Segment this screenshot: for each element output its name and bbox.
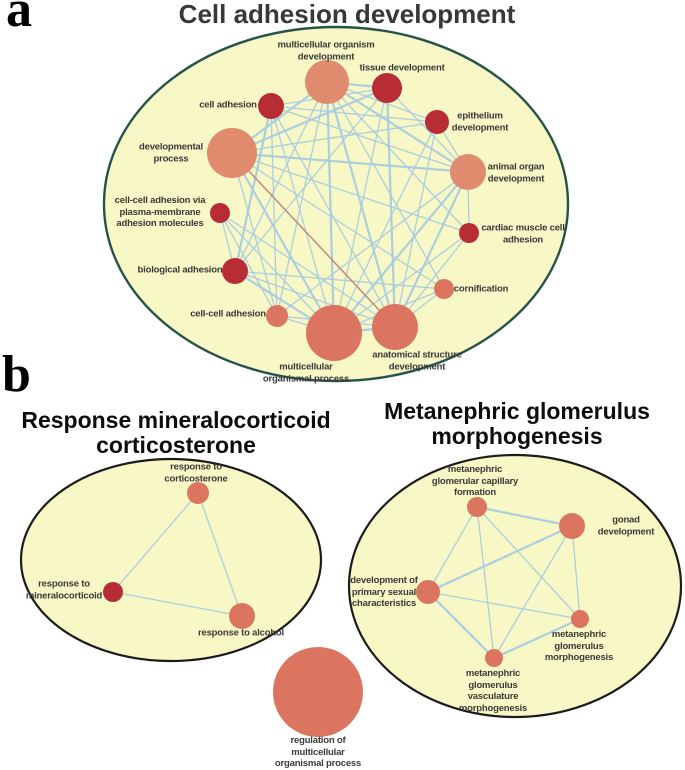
edge-metanephric-glomerular-capillary-formation--metanephric-glomerulus-vasculature-morphogenesis (476, 506, 495, 659)
edge-cell-adhesion--anatomical-structure-development (270, 105, 396, 328)
edge-epithelium-development--developmental-process (231, 121, 438, 154)
node-anatomical-structure-development (372, 304, 418, 350)
edge-multicellular-organism-development--biological-adhesion (234, 81, 328, 272)
edge-multicellular-organism-development--animal-organ-development (326, 81, 469, 173)
edge-epithelium-development--anatomical-structure-development (394, 121, 438, 328)
cluster-ellipse-metanephric-glomerulus-morphogenesis (347, 453, 683, 719)
edge-developmental-process--anatomical-structure-development (231, 152, 396, 328)
edge-response-to-corticosterone--response-to-alcohol (197, 492, 243, 617)
edge-animal-organ-development--anatomical-structure-development (394, 171, 469, 328)
edge-developmental-process--animal-organ-development (231, 151, 469, 174)
edge-developmental-process--cell-cell-adhesion (231, 152, 278, 317)
edge-developmental-process--multicellular-organismal-process (231, 152, 335, 334)
edge-development-of-primary-sexual-characteristics--metanephric-glomerulus-morphogenesis (427, 591, 581, 620)
edge-biological-adhesion--cornification (234, 270, 445, 290)
panel-a-title: Cell adhesion development (178, 0, 516, 29)
node-multicellular-organism-development (305, 60, 349, 104)
node-cornification (434, 279, 454, 299)
edge-metanephric-glomerular-capillary-formation--gonad-development (476, 505, 573, 528)
edge-metanephric-glomerulus-morphogenesis--metanephric-glomerulus-vasculature-morphogenesis (493, 617, 581, 660)
node-metanephric-glomerulus-vasculature-morphogenesis (485, 649, 503, 667)
node-cardiac-muscle-cell-adhesion (459, 223, 479, 243)
node-metanephric-glomerulus-morphogenesis (571, 610, 589, 628)
node-epithelium-development (425, 110, 449, 134)
edge-cell-cell-adhesion-via-plasma-membrane-adhesion-molecules--cell-cell-adhesion (219, 212, 278, 317)
edge-cell-adhesion--animal-organ-development (270, 105, 469, 173)
panel-b-letter: b (2, 346, 31, 403)
panel-a-letter: a (6, 0, 32, 38)
node-response-to-corticosterone (187, 482, 209, 504)
edge-cell-adhesion--cell-cell-adhesion (270, 105, 278, 317)
edge-metanephric-glomerular-capillary-formation--metanephric-glomerulus-morphogenesis (476, 506, 581, 620)
edge-multicellular-organism-development--cornification (326, 81, 445, 290)
node-cell-cell-adhesion (266, 305, 288, 327)
edge-multicellular-organism-development--cardiac-muscle-cell-adhesion (326, 81, 470, 234)
edge-cell-adhesion--multicellular-organismal-process (270, 105, 335, 334)
cluster-ellipse-response-mineralocorticoid-corticosterone (19, 457, 323, 663)
node-response-to-mineralocorticoid (103, 582, 123, 602)
edge-multicellular-organism-development--multicellular-organismal-process (325, 81, 336, 334)
edge-tissue-development--multicellular-organismal-process (333, 87, 388, 334)
edge-metanephric-glomerular-capillary-formation--development-of-primary-sexual-characteristics (427, 506, 478, 593)
node-cell-cell-adhesion-via-plasma-membrane-adhesion-molecules (210, 203, 230, 223)
edge-response-to-corticosterone--response-to-mineralocorticoid (112, 492, 199, 593)
edge-tissue-development--anatomical-structure-development (385, 87, 397, 328)
edge-animal-organ-development--cell-cell-adhesion (276, 171, 469, 317)
edge-tissue-development--animal-organ-development (386, 87, 469, 173)
edge-gonad-development--metanephric-glomerulus-vasculature-morphogenesis (493, 525, 573, 659)
edge-cell-adhesion--epithelium-development (270, 105, 438, 123)
edge-multicellular-organism-development--anatomical-structure-development (325, 81, 397, 328)
node-development-of-primary-sexual-characteristics (416, 580, 440, 604)
node-cell-adhesion (258, 93, 284, 119)
edge-developmental-process--cornification (231, 152, 445, 290)
edge-gonad-development--development-of-primary-sexual-characteristics (427, 525, 573, 593)
edge-gonad-development--metanephric-glomerulus-morphogenesis (571, 525, 581, 620)
panel-b-left-title: Response mineralocorticoid corticosteron… (21, 407, 331, 458)
edge-development-of-primary-sexual-characteristics--metanephric-glomerulus-vasculature-morphogenesis (427, 591, 495, 659)
node-gonad-development (559, 513, 585, 539)
edge-response-to-mineralocorticoid--response-to-alcohol (112, 591, 243, 617)
edge-multicellular-organism-development--cell-cell-adhesion (276, 81, 328, 317)
edge-cardiac-muscle-cell-adhesion--multicellular-organismal-process (333, 232, 470, 334)
panel-b-right-title: Metanephric glomerulus morphogenesis (384, 398, 650, 449)
node-metanephric-glomerular-capillary-formation (467, 497, 487, 517)
edge-tissue-development--developmental-process (231, 86, 388, 155)
node-biological-adhesion (222, 258, 248, 284)
edge-biological-adhesion--anatomical-structure-development (234, 270, 396, 328)
edge-animal-organ-development--multicellular-organismal-process (333, 171, 469, 334)
node-multicellular-organismal-process (306, 305, 362, 361)
node-animal-organ-development (450, 154, 486, 190)
node-response-to-alcohol (229, 603, 255, 629)
node-regulation-of-multicellular-organismal-process (273, 647, 363, 737)
node-developmental-process (207, 128, 257, 178)
node-tissue-development (372, 73, 402, 103)
edge-cell-cell-adhesion-via-plasma-membrane-adhesion-molecules--anatomical-structure-development (219, 212, 396, 328)
